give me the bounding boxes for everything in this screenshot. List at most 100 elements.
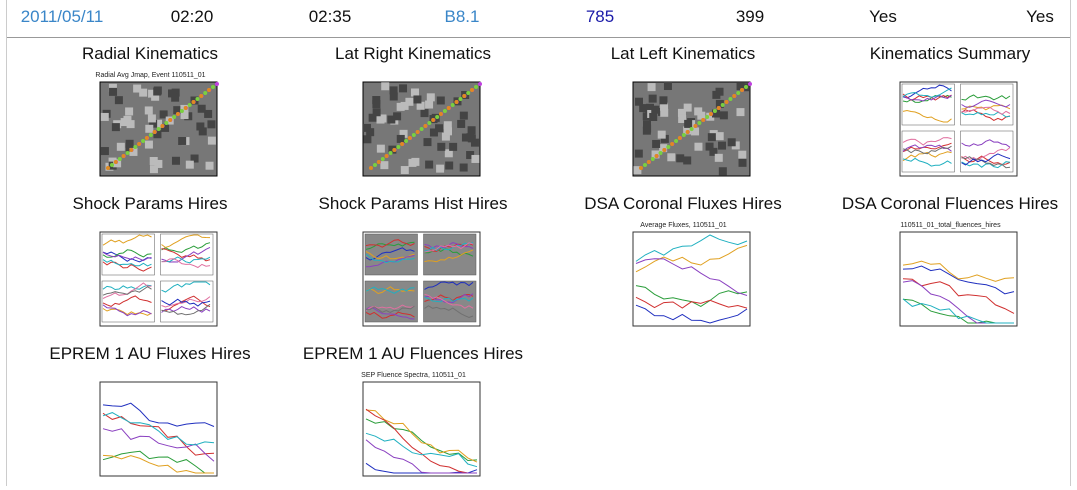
jmap-pixel <box>190 154 199 163</box>
jmap-pixel <box>696 111 705 120</box>
plot-line <box>365 306 415 320</box>
jmap-pixel <box>715 132 724 141</box>
jmap-pixel <box>392 112 401 121</box>
jmap-pixel <box>108 157 117 166</box>
track-point <box>473 85 478 89</box>
jmap-pixel <box>736 82 745 91</box>
track-point <box>665 145 670 149</box>
jmap-pixel <box>389 86 398 95</box>
jmap-pixel <box>677 114 686 123</box>
jmap-pixel <box>693 142 702 151</box>
track-point <box>654 154 659 158</box>
track-point <box>720 103 725 107</box>
jmap-pixel <box>459 111 468 120</box>
track-point <box>723 100 728 104</box>
track-point <box>469 88 474 92</box>
plot-line <box>635 258 747 296</box>
jmap-pixel <box>666 153 675 162</box>
header-cell: 399 <box>735 7 765 26</box>
jmap-pixel <box>424 100 433 109</box>
plot-line <box>902 137 952 146</box>
jmap-pixel <box>711 109 720 118</box>
plot-line <box>102 304 152 317</box>
jmap-pixel <box>651 139 660 148</box>
plot-line <box>902 298 1014 324</box>
plot-line <box>365 239 415 248</box>
jmap-pixel <box>396 134 405 143</box>
plot-line <box>160 258 210 269</box>
plot-line <box>960 139 1010 148</box>
jmap-pixel <box>177 136 186 145</box>
track-point <box>700 118 705 122</box>
thumbnail-title: Average Fluxes, 110511_01 <box>640 222 727 229</box>
plot-line <box>960 147 1010 161</box>
jmap-pixel <box>398 84 407 93</box>
track-point <box>384 154 389 158</box>
jmap-pixel <box>658 144 667 153</box>
plot-line <box>365 286 415 294</box>
plot-line <box>423 242 473 252</box>
header-cell: Yes <box>869 7 897 26</box>
track-point <box>395 145 400 149</box>
jmap-pixel <box>114 96 123 105</box>
header-cell: Yes <box>1026 7 1054 26</box>
track-point <box>198 94 203 98</box>
track-point <box>434 115 439 119</box>
jmap-pixel <box>116 142 125 151</box>
jmap-pixel <box>634 97 643 106</box>
track-point <box>113 160 118 164</box>
jmap-pixel <box>659 102 668 111</box>
jmap-pixel <box>389 92 398 101</box>
thumbnail: 110511_01_total_fluences_hires <box>899 222 1017 327</box>
jmap-pixel <box>203 109 212 118</box>
jmap-pixel <box>172 106 181 115</box>
panel-title: Shock Params Hires <box>72 194 228 213</box>
jmap-pixel <box>436 142 445 151</box>
plot-line <box>902 94 952 102</box>
plot-line <box>902 109 952 123</box>
header-rule <box>6 37 1071 38</box>
jmap-pixel <box>149 157 158 166</box>
jmap-pixel <box>727 138 736 147</box>
plot-frame <box>632 231 750 327</box>
thumbnail: Average Fluxes, 110511_01 <box>632 222 750 327</box>
jmap-pixel <box>122 115 131 124</box>
track-point <box>148 133 153 137</box>
plot-line <box>161 256 210 264</box>
track-point <box>159 124 164 128</box>
jmap-pixel <box>149 165 158 174</box>
jmap-pixel <box>396 102 405 111</box>
jmap-pixel <box>100 112 109 121</box>
plot-line <box>902 142 952 153</box>
plot-line <box>960 156 1010 169</box>
jmap-pixel <box>693 107 702 116</box>
header-cell: 785 <box>585 7 615 26</box>
jmap-pixel <box>675 154 684 163</box>
plot-line <box>902 144 952 152</box>
track-point <box>117 157 122 161</box>
jmap-pixel <box>371 96 380 105</box>
track-point <box>187 103 192 107</box>
jmap-pixel <box>444 149 453 158</box>
thumbnail <box>362 81 482 177</box>
track-point <box>194 97 199 101</box>
plot-line <box>102 295 152 307</box>
track-point <box>105 166 110 170</box>
plot-line <box>102 450 214 474</box>
jmap-pixel <box>443 127 452 136</box>
jmap-pixel <box>426 93 435 102</box>
track-point <box>696 121 701 125</box>
plot-line <box>423 281 473 290</box>
track-point <box>152 130 157 134</box>
header-cell: 2011/05/11 <box>20 7 104 26</box>
jmap-pixel <box>167 89 176 98</box>
jmap-pixel <box>185 160 194 169</box>
thumbnail <box>99 231 217 327</box>
thumbnail: SEP Fluence Spectra, 110511_01 <box>361 372 480 477</box>
plot-line <box>102 259 152 267</box>
plot-line <box>902 157 952 167</box>
panel-title: DSA Coronal Fluxes Hires <box>584 194 782 213</box>
plot-line <box>423 293 473 309</box>
jmap-pixel <box>422 138 431 147</box>
